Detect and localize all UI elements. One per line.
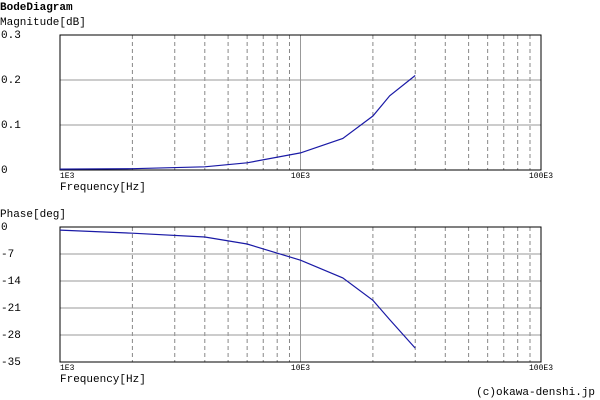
y-tick-label: 0.3 bbox=[1, 30, 21, 42]
plot-frame bbox=[59, 34, 542, 171]
x-tick-label: 10E3 bbox=[291, 172, 310, 181]
y-tick-label: -35 bbox=[1, 357, 21, 369]
y-tick-label: 0.1 bbox=[1, 120, 21, 132]
x-tick-label: 100E3 bbox=[529, 172, 553, 181]
x-tick-label: 100E3 bbox=[529, 364, 553, 373]
x-axis-label: Frequency[Hz] bbox=[60, 374, 146, 386]
y-axis-label: Magnitude[dB] bbox=[0, 17, 86, 29]
y-tick-label: -28 bbox=[1, 330, 21, 342]
y-tick-label: -14 bbox=[1, 276, 21, 288]
credit: (c)okawa-denshi.jp bbox=[476, 387, 595, 399]
page-title: BodeDiagram bbox=[0, 2, 73, 14]
x-tick-label: 10E3 bbox=[291, 364, 310, 373]
y-tick-label: -21 bbox=[1, 303, 21, 315]
y-tick-label: 0 bbox=[1, 222, 8, 234]
x-tick-label: 1E3 bbox=[60, 364, 75, 373]
x-axis-label: Frequency[Hz] bbox=[60, 182, 146, 194]
data-line bbox=[59, 75, 416, 170]
plot-frame bbox=[59, 226, 542, 363]
y-axis-label: Phase[deg] bbox=[0, 209, 66, 221]
data-line bbox=[59, 229, 416, 349]
y-tick-label: 0 bbox=[1, 165, 8, 177]
x-tick-label: 1E3 bbox=[60, 172, 75, 181]
y-tick-label: -7 bbox=[1, 249, 14, 261]
y-tick-label: 0.2 bbox=[1, 75, 21, 87]
